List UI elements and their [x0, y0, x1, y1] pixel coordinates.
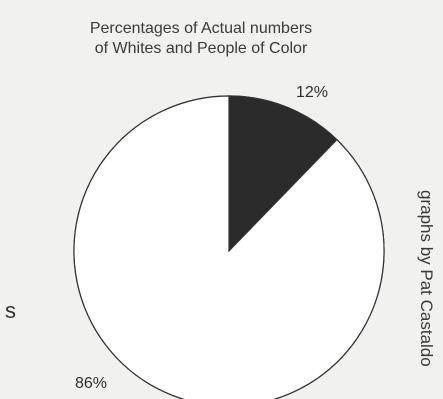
pie-slice-whites: [73, 95, 385, 399]
chart-title-line-2: of Whites and People of Color: [95, 40, 308, 57]
slice-label-whites: 86%: [75, 375, 107, 392]
slice-label-people-of-color: 12%: [296, 84, 328, 101]
pie-slices: [73, 95, 385, 399]
chart-title-line-1: Percentages of Actual numbers: [90, 20, 312, 37]
credit-text: graphs by Pat Castaldo: [417, 190, 436, 367]
edge-glyph: s: [5, 298, 16, 323]
pie-slice-people-of-color: [228, 95, 338, 253]
